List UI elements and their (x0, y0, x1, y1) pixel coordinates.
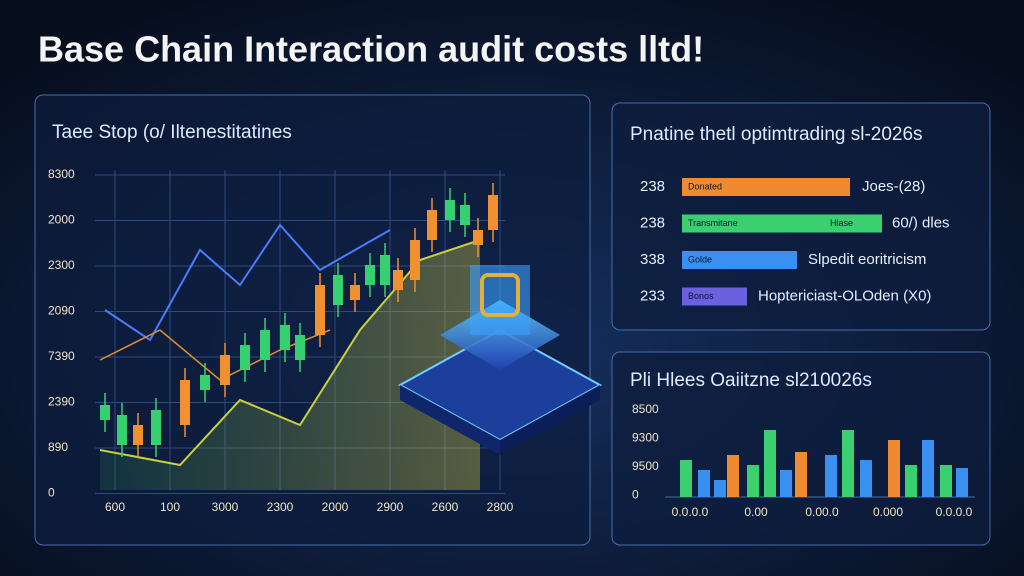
chip-illustration (397, 265, 603, 455)
row-label: 338 (640, 251, 665, 268)
bar (682, 251, 797, 269)
left-chart: 8300 2000 2300 2090 7390 2390 890 0 600 100 3000 23… (48, 167, 514, 514)
candle-body (380, 255, 390, 285)
x-axis-label: 100 (160, 500, 180, 514)
y-axis-label: 2090 (48, 304, 75, 318)
x-axis-label: 2800 (487, 500, 514, 514)
bar-label: Bonos (688, 291, 714, 301)
candle-body (100, 405, 110, 420)
y-axis-label: 890 (48, 440, 68, 454)
bar (780, 470, 792, 497)
x-axis-label: 0.00 (744, 505, 768, 519)
row-value: Slpedit eoritricism (808, 251, 926, 268)
x-axis-label: 600 (105, 500, 125, 514)
row-value: 60/) dles (892, 214, 950, 231)
area (100, 240, 480, 490)
candle-body (393, 270, 403, 290)
line (104, 223, 391, 342)
bar-label: Golde (688, 254, 712, 264)
bar (682, 214, 882, 233)
y-axis-label: 8500 (632, 402, 659, 416)
row-value: Hoptericiast-OLOden (X0) (758, 287, 931, 304)
y-axis-label: 0 (632, 488, 639, 502)
candle-body (473, 230, 483, 245)
candle-body (315, 285, 325, 335)
row-label: 238 (640, 214, 665, 231)
x-axis-label: 2300 (267, 500, 294, 514)
candle-body (410, 240, 420, 280)
row-value: Joes-(28) (862, 178, 925, 195)
y-axis-label: 2300 (48, 258, 75, 272)
y-axis-label: 2000 (48, 213, 75, 227)
panel-title: Pli Hlees Oaiitzne sl210026s (630, 370, 872, 391)
x-axis-label: 2600 (432, 500, 459, 514)
bar (860, 460, 872, 497)
bar (842, 430, 854, 497)
bar (682, 287, 747, 306)
candle-body (133, 425, 143, 445)
bar (888, 440, 900, 497)
bar (727, 455, 739, 497)
row-label: 238 (640, 178, 665, 195)
bar (680, 460, 692, 497)
bottom-chart: 8500 9300 9500 0 0.0.0.0 0.00 0.00.0 0.000 0.0.0… (632, 402, 975, 519)
bar (714, 480, 726, 497)
x-axis-label: 0.00.0 (805, 505, 839, 519)
bar-tag: Hlase (830, 218, 853, 228)
candle-body (200, 375, 210, 390)
candle-body (280, 325, 290, 350)
bar (764, 430, 776, 497)
x-axis-label: 2900 (377, 500, 404, 514)
y-axis-label: 9300 (632, 431, 659, 445)
bar (698, 470, 710, 497)
page-title: Base Chain Interaction audit costs lltd! (38, 29, 704, 70)
candle-body (180, 380, 190, 425)
row-label: 233 (640, 287, 665, 304)
y-axis-label: 8300 (48, 167, 75, 181)
bar-label: Donated (688, 181, 722, 191)
candle-body (117, 415, 127, 445)
bar-label: Transmitane (688, 218, 738, 228)
candle-body (350, 285, 360, 300)
candle-body (240, 345, 250, 370)
candle-body (365, 265, 375, 285)
panel-title: Pnatine thetl optimtrading sl-2026s (630, 124, 923, 145)
candle-body (488, 195, 498, 230)
bar (905, 465, 917, 497)
candle-body (260, 330, 270, 360)
candle-body (445, 200, 455, 220)
candle-body (333, 275, 343, 305)
bar (682, 178, 850, 196)
candle-body (460, 205, 470, 225)
panel-title: Taee Stop (o/ Iltenestitatines (52, 122, 292, 143)
bar-list: 238 Donated Joes-(28) 238 Transmitane Hlase 60… (640, 178, 950, 306)
candle-body (220, 355, 230, 385)
candle-body (295, 335, 305, 360)
bar (956, 468, 968, 497)
bar (795, 452, 807, 497)
x-axis-label: 2000 (322, 500, 349, 514)
bar (922, 440, 934, 497)
bar (747, 465, 759, 497)
bar (940, 465, 952, 497)
bar (825, 455, 837, 497)
x-axis-label: 0.0.0.0 (936, 505, 973, 519)
candle-body (427, 210, 437, 240)
x-axis-label: 0.000 (873, 505, 903, 519)
y-axis-label: 7390 (48, 349, 75, 363)
candle-body (151, 410, 161, 445)
x-axis-label: 0.0.0.0 (672, 505, 709, 519)
x-axis-label: 3000 (212, 500, 239, 514)
y-axis-label: 9500 (632, 459, 659, 473)
y-axis-label: 0 (48, 486, 55, 500)
y-axis-label: 2390 (48, 395, 75, 409)
